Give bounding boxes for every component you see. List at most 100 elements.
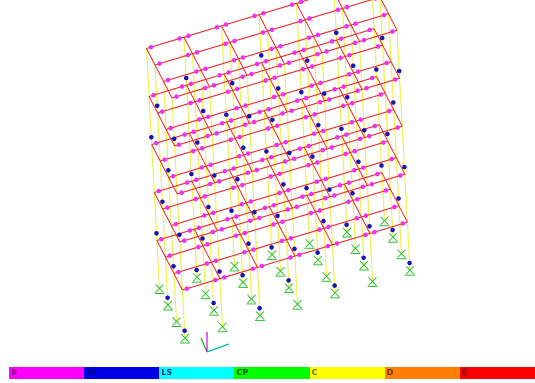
hinge-io-marker <box>379 35 385 41</box>
hinge-b-marker <box>298 0 304 5</box>
hinge-b-marker <box>231 166 237 171</box>
hinge-b-marker <box>375 44 381 49</box>
support-icon <box>171 317 182 327</box>
support-icon <box>313 255 323 266</box>
hinge-io-marker <box>258 53 264 58</box>
hinge-b-marker <box>343 151 349 157</box>
hinge-io-marker <box>257 305 262 311</box>
column-line <box>248 250 253 299</box>
beam-line <box>285 239 296 257</box>
beam-line <box>323 228 333 246</box>
hinge-io-marker <box>304 185 309 191</box>
hinge-io-marker <box>160 199 165 205</box>
hinge-b-marker <box>196 225 202 231</box>
beam-line <box>243 154 253 172</box>
hinge-b-marker <box>294 204 300 210</box>
hinge-b-marker <box>208 162 213 168</box>
column-line <box>312 36 317 85</box>
hinge-b-marker <box>298 18 303 24</box>
column-line <box>219 278 224 327</box>
hinge-b-marker <box>199 165 204 170</box>
legend-label: CP <box>236 368 249 377</box>
column-line <box>404 174 408 223</box>
beam-line <box>318 132 328 150</box>
beam-line <box>186 84 196 102</box>
hinge-b-marker <box>384 60 389 66</box>
legend-label: LS <box>161 368 173 377</box>
beam-line <box>234 138 245 156</box>
hinge-io-marker <box>344 222 349 228</box>
support-icon <box>217 322 228 333</box>
column-line <box>353 72 357 122</box>
model-viewport[interactable] <box>0 0 535 360</box>
beam-line <box>232 90 242 108</box>
hinge-io-marker <box>374 67 379 72</box>
hinge-io-marker <box>149 135 154 140</box>
hinge-b-marker <box>231 185 236 191</box>
beam-line <box>193 228 204 246</box>
support-icon <box>275 266 286 277</box>
hinge-b-marker <box>265 126 271 131</box>
hinge-b-marker <box>266 106 272 112</box>
hinge-b-marker <box>314 179 320 184</box>
legend-label: E <box>461 368 468 377</box>
hinge-b-marker <box>297 146 303 151</box>
beam-line <box>301 99 311 117</box>
hinge-b-marker <box>196 244 201 250</box>
hinge-b-marker <box>341 84 347 89</box>
hinge-b-marker <box>182 132 187 137</box>
hinge-b-marker <box>340 103 346 109</box>
hinge-b-marker <box>288 235 294 241</box>
beam-line <box>303 147 314 165</box>
column-line <box>277 223 282 272</box>
hinge-b-marker <box>294 98 300 103</box>
hinge-b-marker <box>205 242 210 247</box>
hinge-io-marker <box>321 218 326 224</box>
axis-y-icon <box>200 337 208 353</box>
hinge-b-marker <box>252 13 257 19</box>
legend-segment-io: IO <box>84 367 160 379</box>
hinge-b-marker <box>280 111 285 116</box>
hinge-b-marker <box>194 69 199 74</box>
beam-line <box>275 47 285 65</box>
beam-line <box>269 78 280 96</box>
hinge-b-marker <box>360 184 366 190</box>
hinge-b-marker <box>184 286 190 291</box>
hinge-b-marker <box>344 132 349 137</box>
hinge-b-marker <box>159 109 165 114</box>
hinge-b-marker <box>311 131 317 136</box>
hinge-io-marker <box>246 241 251 246</box>
hinge-io-marker <box>396 68 402 74</box>
hinge-b-marker <box>269 27 275 33</box>
hinge-b-marker <box>318 80 323 86</box>
hinge-b-marker <box>337 183 343 188</box>
hinge-b-marker <box>191 129 196 135</box>
column-line <box>151 144 155 193</box>
beam-line <box>228 169 239 187</box>
hinge-io-marker <box>402 164 407 170</box>
column-line <box>347 104 351 153</box>
hinge-io-marker <box>154 103 160 109</box>
hinge-b-marker <box>277 171 283 177</box>
support-icon <box>321 271 332 282</box>
hinge-b-marker <box>280 91 286 97</box>
beam-line <box>210 261 221 279</box>
hinge-b-marker <box>400 221 406 226</box>
beam-line <box>238 58 248 76</box>
beam-line <box>226 121 236 139</box>
hinge-b-marker <box>292 50 297 55</box>
column-line <box>157 112 161 162</box>
hinge-b-marker <box>355 88 360 94</box>
beam-line <box>384 92 395 110</box>
column-line <box>387 13 392 62</box>
hinge-b-marker <box>392 77 398 82</box>
beam-line <box>381 172 391 190</box>
hinge-io-marker <box>194 267 199 273</box>
hinge-b-marker <box>168 125 173 131</box>
hinge-io-marker <box>299 89 304 95</box>
legend-segment-ls: LS <box>159 367 235 379</box>
hinge-b-marker <box>398 173 403 178</box>
column-line <box>145 48 150 97</box>
beam-line <box>387 140 397 158</box>
column-line <box>191 53 196 102</box>
